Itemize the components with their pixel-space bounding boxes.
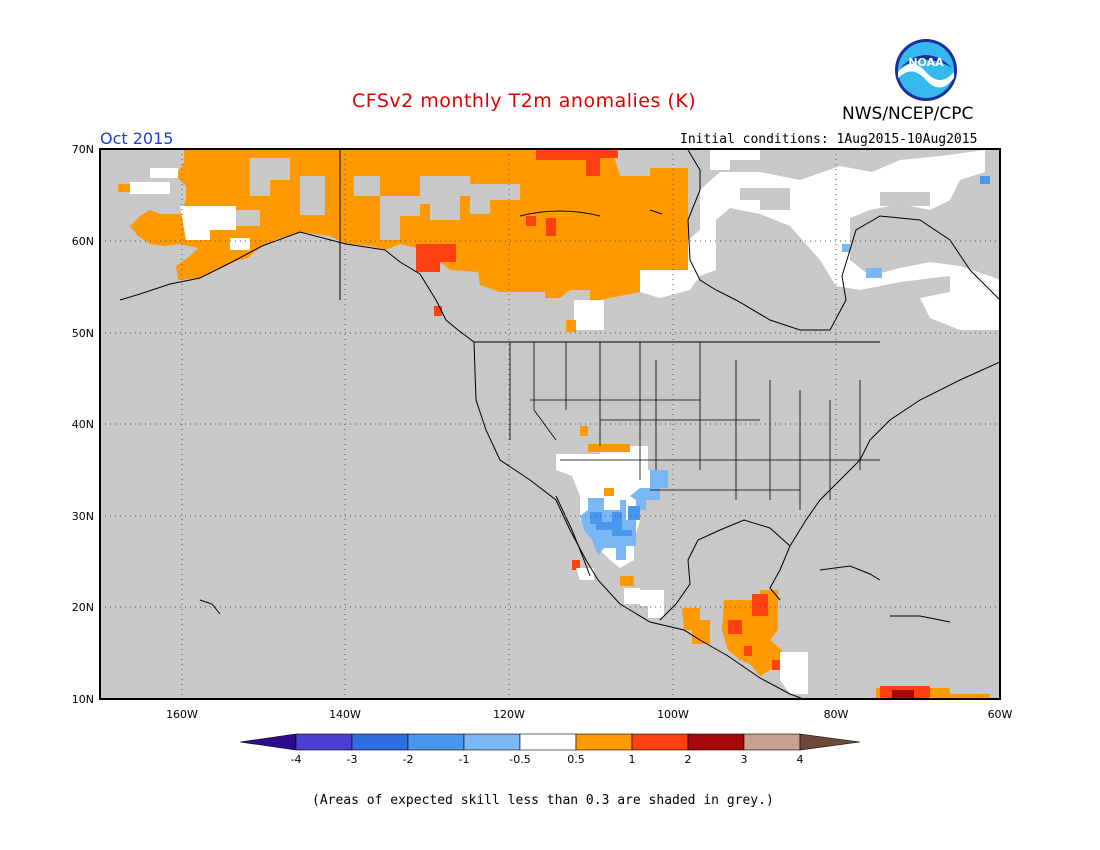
legend-tick-label: -3 (347, 753, 358, 766)
lon-label: 100W (657, 708, 689, 721)
neutral-patch (624, 588, 640, 604)
legend-swatch (687, 733, 745, 751)
state-borders (509, 342, 880, 510)
warm-patch (604, 488, 614, 496)
grey-gap (470, 184, 520, 214)
legend-tick-label: 0.5 (567, 753, 585, 766)
strong-warm-anomaly (744, 646, 752, 656)
very-strong-warm-anomaly (892, 690, 914, 699)
legend-swatch (631, 733, 689, 751)
cool-patch (980, 176, 990, 184)
lat-label: 70N (72, 143, 94, 156)
legend-tick-label: -1 (459, 753, 470, 766)
lon-label: 160W (166, 708, 198, 721)
grey-gap (880, 192, 930, 206)
noaa-logo-text: NOAA (908, 56, 944, 69)
warm-patch (588, 444, 630, 452)
grey-gap (230, 210, 260, 226)
legend-tick-label: 2 (685, 753, 692, 766)
legend-tick-label: -4 (291, 753, 302, 766)
strong-warm-anomaly (536, 150, 618, 176)
neutral-patch (150, 168, 178, 178)
map-frame (99, 148, 1001, 700)
lon-label: 140W (329, 708, 361, 721)
cool-patch (866, 268, 882, 278)
neutral-patch (710, 150, 760, 170)
legend-tick-label: 3 (741, 753, 748, 766)
strong-warm-anomaly (728, 620, 742, 634)
neutral-patch (130, 182, 170, 194)
legend-swatch (463, 733, 521, 751)
warm-patch (620, 576, 634, 586)
lon-label: 60W (988, 708, 1013, 721)
warm-anomaly-central-america (682, 608, 710, 644)
moderate-cool-anomaly (590, 512, 632, 536)
legend-swatch (295, 733, 353, 751)
legend-swatch (743, 733, 801, 751)
strong-warm-anomaly (772, 660, 782, 670)
lat-label: 10N (72, 693, 94, 706)
legend-tick-label: -2 (403, 753, 414, 766)
strong-warm-anomaly (752, 594, 768, 616)
noaa-logo: NOAA (895, 39, 957, 101)
grey-gap (740, 188, 790, 210)
grey-gap (612, 150, 688, 176)
neutral-patch (576, 568, 594, 580)
neutral-patch (640, 590, 664, 618)
agency-label: NWS/NCEP/CPC (842, 104, 974, 124)
lon-label: 120W (493, 708, 525, 721)
legend-swatch (519, 733, 577, 751)
skill-footnote: (Areas of expected skill less than 0.3 a… (312, 793, 774, 808)
grey-gap (354, 176, 380, 196)
lat-label: 30N (72, 510, 94, 523)
lat-label: 20N (72, 601, 94, 614)
lat-label: 40N (72, 418, 94, 431)
legend-swatch (351, 733, 409, 751)
legend-swatch-lt-neg4 (239, 733, 297, 751)
grey-gap (300, 176, 325, 215)
coastlines (119, 149, 1000, 699)
grey-gap (420, 176, 470, 220)
warm-patch (580, 426, 588, 436)
legend-swatch-gt-4 (799, 733, 861, 751)
graticule (100, 149, 1000, 699)
cool-patch (842, 244, 850, 252)
legend-tick-label: 4 (797, 753, 804, 766)
neutral-patch (574, 300, 604, 330)
warm-patch (566, 320, 576, 332)
legend-tick-label: -0.5 (509, 753, 530, 766)
strong-warm-anomaly (416, 244, 456, 272)
strong-warm-anomaly (546, 218, 556, 236)
lat-label: 60N (72, 235, 94, 248)
initial-conditions-label: Initial conditions: 1Aug2015-10Aug2015 (680, 132, 978, 147)
legend-tick-label: 1 (629, 753, 636, 766)
figure-title: CFSv2 monthly T2m anomalies (K) (352, 90, 697, 112)
lon-label: 80W (824, 708, 849, 721)
legend-swatch (407, 733, 465, 751)
lat-label: 50N (72, 327, 94, 340)
valid-month-label: Oct 2015 (100, 129, 174, 148)
weak-cool-anomaly (630, 470, 668, 510)
warm-patch (118, 184, 130, 192)
grey-gap (380, 196, 420, 240)
strong-warm-anomaly (526, 216, 536, 226)
neutral-patch (780, 652, 808, 694)
neutral-patch (180, 206, 236, 240)
legend-swatch (575, 733, 633, 751)
strong-warm-anomaly (572, 560, 580, 570)
grey-gap (250, 158, 290, 196)
